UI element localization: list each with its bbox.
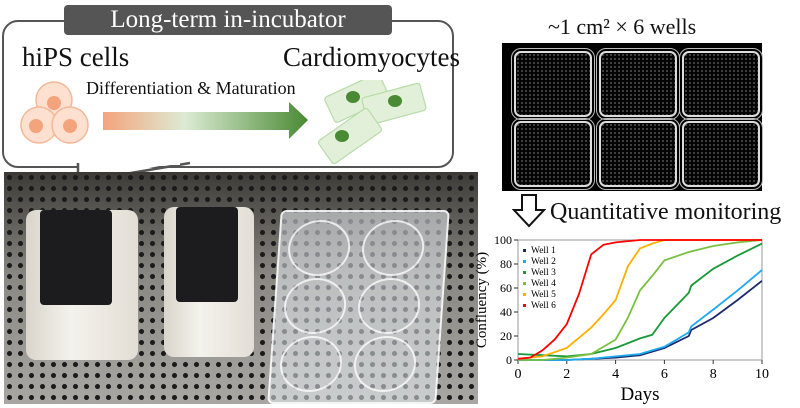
legend-marker [523,282,526,285]
y-tick-label: 80 [500,257,512,271]
legend-entry: Well 1 [531,246,556,256]
x-tick-label: 10 [755,367,769,382]
legend-marker [523,260,526,263]
legend-marker [523,304,526,307]
y-tick-label: 100 [494,233,512,247]
panel-title: Long-term in-incubator monitoring [64,5,392,63]
x-tick-label: 8 [710,367,717,382]
y-tick-label: 40 [500,305,512,319]
well-image [502,43,763,191]
legend-entry: Well 4 [531,279,556,289]
legend-entry: Well 3 [531,268,556,278]
imaging-device-1 [26,210,138,360]
imaging-device-2 [164,207,254,357]
wells-label: ~1 cm² × 6 wells [548,14,697,39]
legend-marker [523,293,526,296]
differentiation-label: Differentiation & Maturation [86,78,296,98]
x-tick-label: 4 [612,367,619,382]
legend-marker [523,271,526,274]
series-line-6 [517,239,762,360]
legend-marker [523,249,526,252]
legend-entry: Well 2 [531,257,556,267]
hips-cells-label: hiPS cells [22,42,130,72]
x-tick-label: 6 [661,367,668,382]
x-tick-label: 0 [515,367,522,382]
differentiation-arrow [103,102,308,139]
cardiomyocytes-label: Cardiomyocytes [283,42,460,72]
x-tick-label: 2 [563,367,570,382]
y-tick-label: 60 [500,281,512,295]
x-axis-label: Days [620,384,659,405]
legend-entry: Well 6 [531,301,556,311]
series-line-3 [517,242,763,358]
cardiomyocyte-icon [317,80,427,165]
y-axis-label: Confluency (%) [474,252,490,348]
well-plate [267,210,450,404]
incubator-photo [4,172,478,404]
series-line-5 [517,239,762,360]
hips-cell-icon [20,81,89,144]
legend-entry: Well 5 [531,290,556,300]
monitoring-label: Quantitative monitoring [550,199,782,225]
series-line-4 [518,239,763,361]
series-line-2 [518,269,763,361]
down-arrow-icon [512,194,546,228]
y-tick-label: 20 [500,329,512,343]
differentiation-illustration [20,80,427,165]
y-tick-label: 0 [506,353,512,367]
